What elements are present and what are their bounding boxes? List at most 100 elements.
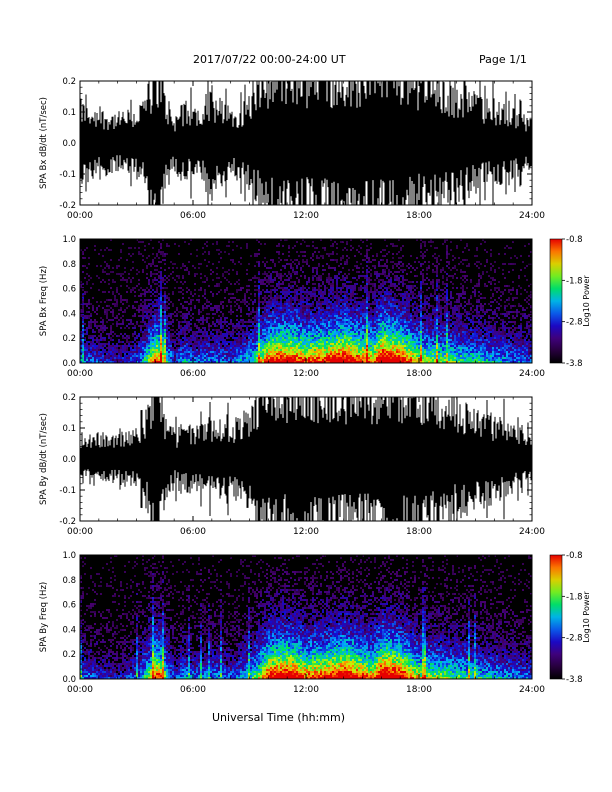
spectrogram-cell xyxy=(354,343,356,345)
spectrogram-cell xyxy=(80,249,82,251)
spectrogram-cell xyxy=(318,251,320,253)
spectrogram-cell xyxy=(294,323,296,325)
spectrogram-cell xyxy=(160,319,162,321)
spectrogram-cell xyxy=(366,295,368,297)
spectrogram-cell xyxy=(272,323,274,325)
spectrogram-cell xyxy=(300,251,302,253)
spectrogram-cell xyxy=(194,335,196,337)
spectrogram-cell xyxy=(150,275,152,277)
spectrogram-cell xyxy=(302,271,304,273)
spectrogram-cell xyxy=(308,305,310,307)
spectrogram-cell xyxy=(208,347,210,349)
spectrogram-cell xyxy=(340,329,342,331)
spectrogram-cell xyxy=(246,343,248,345)
spectrogram-cell xyxy=(186,307,188,309)
spectrogram-cell xyxy=(134,313,136,315)
spectrogram-cell xyxy=(316,289,318,291)
spectrogram-cell xyxy=(302,335,304,337)
spectrogram-cell xyxy=(162,335,164,337)
spectrogram-cell xyxy=(220,339,222,341)
spectrogram-cell xyxy=(346,289,348,291)
spectrogram-cell xyxy=(258,289,260,291)
spectrogram-cell xyxy=(208,301,210,303)
spectrogram-cell xyxy=(242,361,244,363)
spectrogram-cell xyxy=(122,347,124,349)
spectrogram-cell xyxy=(242,341,244,343)
spectrogram-cell xyxy=(346,323,348,325)
spectrogram-cell xyxy=(294,329,296,331)
spectrogram-cell xyxy=(98,277,100,279)
spectrogram-cell xyxy=(350,331,352,333)
spectrogram-cell xyxy=(226,343,228,345)
spectrogram-cell xyxy=(368,295,370,297)
spectrogram-cell xyxy=(232,249,234,251)
spectrogram-cell xyxy=(252,317,254,319)
spectrogram-cell xyxy=(134,359,136,361)
spectrogram-cell xyxy=(276,329,278,331)
spectrogram-cell xyxy=(250,349,252,351)
spectrogram-cell xyxy=(344,329,346,331)
spectrogram-cell xyxy=(104,309,106,311)
spectrogram-cell xyxy=(322,349,324,351)
spectrogram-cell xyxy=(152,347,154,349)
spectrogram-cell xyxy=(326,323,328,325)
spectrogram-cell xyxy=(342,295,344,297)
spectrogram-cell xyxy=(328,359,330,361)
spectrogram-cell xyxy=(82,319,84,321)
spectrogram-cell xyxy=(266,351,268,353)
spectrogram-cell xyxy=(196,333,198,335)
spectrogram-cell xyxy=(290,305,292,307)
spectrogram-cell xyxy=(166,245,168,247)
spectrogram-cell xyxy=(126,279,128,281)
spectrogram-cell xyxy=(170,353,172,355)
spectrogram-cell xyxy=(268,357,270,359)
spectrogram-cell xyxy=(252,359,254,361)
spectrogram-cell xyxy=(284,279,286,281)
spectrogram-cell xyxy=(320,323,322,325)
spectrogram-cell xyxy=(360,301,362,303)
spectrogram-cell xyxy=(158,325,160,327)
spectrogram-cell xyxy=(326,307,328,309)
spectrogram-cell xyxy=(202,345,204,347)
spectrogram-cell xyxy=(88,279,90,281)
y-tick-label: 0.0 xyxy=(62,139,76,149)
spectrogram-cell xyxy=(148,299,150,301)
spectrogram-cell xyxy=(156,301,158,303)
spectrogram-cell xyxy=(306,361,308,363)
spectrogram-cell xyxy=(344,331,346,333)
spectrogram-cell xyxy=(340,333,342,335)
spectrogram-cell xyxy=(320,291,322,293)
spectrogram-cell xyxy=(230,333,232,335)
spectrogram-cell xyxy=(110,347,112,349)
spectrogram-cell xyxy=(366,315,368,317)
spectrogram-cell xyxy=(202,361,204,363)
spectrogram-cell xyxy=(324,293,326,295)
spectrogram-cell xyxy=(114,351,116,353)
spectrogram-cell xyxy=(268,345,270,347)
spectrogram-cell xyxy=(132,267,134,269)
spectrogram-cell xyxy=(304,325,306,327)
spectrogram-cell xyxy=(196,339,198,341)
spectrogram-cell xyxy=(252,341,254,343)
spectrogram-cell xyxy=(152,263,154,265)
spectrogram-cell xyxy=(274,355,276,357)
spectrogram-cell xyxy=(334,313,336,315)
spectrogram-cell xyxy=(230,335,232,337)
spectrogram-cell xyxy=(370,309,372,311)
spectrogram-cell xyxy=(112,319,114,321)
spectrogram-cell xyxy=(86,341,88,343)
spectrogram-cell xyxy=(306,345,308,347)
spectrogram-cell xyxy=(356,307,358,309)
spectrogram-cell xyxy=(174,345,176,347)
spectrogram-cell xyxy=(312,341,314,343)
spectrogram-cell xyxy=(134,247,136,249)
spectrogram-cell xyxy=(300,293,302,295)
spectrogram-cell xyxy=(248,361,250,363)
spectrogram-cell xyxy=(278,281,280,283)
spectrogram-cell xyxy=(366,361,368,363)
spectrogram-cell xyxy=(112,281,114,283)
spectrogram-cell xyxy=(212,307,214,309)
spectrogram-cell xyxy=(208,253,210,255)
spectrogram-cell xyxy=(154,311,156,313)
spectrogram-cell xyxy=(322,311,324,313)
